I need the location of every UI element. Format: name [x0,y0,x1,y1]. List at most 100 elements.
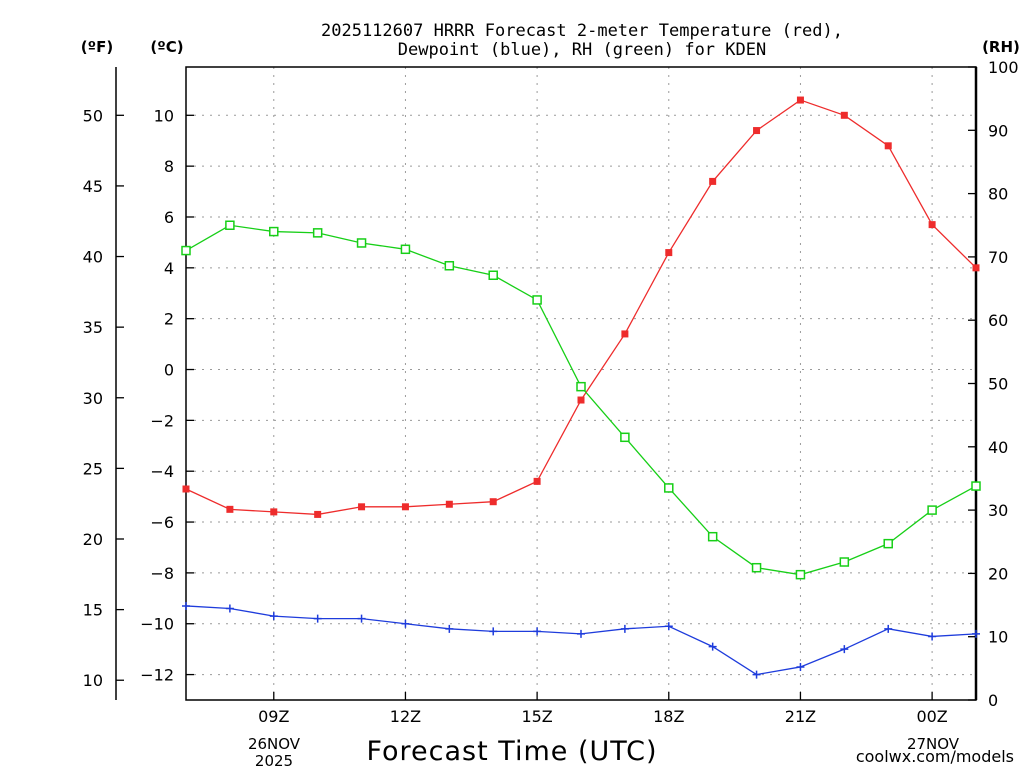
meter-temperature-point [709,177,717,185]
celsius-tick-label: 4 [164,259,174,278]
dewpoint-point [972,629,980,638]
fahrenheit-tick-label: 15 [83,601,103,620]
dewpoint-point [401,619,410,628]
rh-point [488,270,498,281]
meter-temperature-point [270,508,278,516]
rh-point [927,505,937,515]
meter-temperature-point [884,142,892,150]
meter-temperature-point [928,221,936,229]
x-tick-label: 09Z [258,707,289,726]
fahrenheit-tick-label: 10 [83,671,103,690]
x-tick-label: 15Z [521,707,552,726]
dewpoint-point [269,612,278,621]
celsius-tick-label: −4 [150,462,174,481]
x-tick-label: 00Z [916,707,947,726]
rh-point [269,226,279,237]
dewpoint-point [357,614,366,623]
rh-tick-label: 100 [988,58,1019,77]
rh-tick-label: 80 [988,185,1008,204]
meter-temperature-point [533,477,541,485]
dewpoint-point [884,624,893,633]
dewpoint-point [840,645,849,654]
meter-temperature-point [226,505,234,513]
dewpoint-point [533,627,542,636]
rh-tick-label: 60 [988,311,1008,330]
dewpoint-point [796,662,805,671]
celsius-tick-label: 8 [164,157,174,176]
rh-point [181,245,191,256]
rh-point [620,432,630,443]
rh-tick-label: 50 [988,375,1008,394]
gridlines [186,67,976,700]
celsius-tick-label: −12 [140,666,174,685]
date-end-day: 27NOV [907,735,960,753]
meter-temperature-line [185,99,977,516]
celsius-tick-label: 6 [164,208,174,227]
fahrenheit-tick-label: 35 [83,318,103,337]
meter-temperature-point [840,111,848,119]
meter-temperature-point [314,510,322,518]
celsius-tick-label: 10 [154,106,174,125]
date-start-year: 2025 [255,752,293,768]
meter-temperature-point [182,485,190,493]
meter-temperature-point [358,503,366,511]
watermark: coolwx.com/models [856,747,1014,766]
axes [115,66,978,701]
dewpoint-point [313,614,322,623]
dewpoint-point [620,624,629,633]
meter-temperature-point [445,500,453,508]
rh-tick-label: 30 [988,501,1008,520]
dewpoint-point [577,629,585,638]
rh-point [751,562,762,573]
celsius-tick-label: 2 [164,310,174,329]
rh-unit-label: (RH) [982,38,1020,56]
dewpoint-point [182,601,190,610]
rh-point [356,238,367,248]
meter-temperature-point [753,127,761,135]
celsius-unit-label: (ºC) [150,38,183,56]
dewpoint-point [708,642,717,651]
dewpoint-point [664,622,673,631]
rh-point [839,557,850,567]
celsius-tick-label: −2 [150,411,174,430]
meter-temperature-point [489,498,497,506]
fahrenheit-tick-label: 45 [83,177,103,196]
fahrenheit-unit-label: (ºF) [81,38,113,56]
rh-point [576,381,586,392]
dewpoint-point [752,670,761,679]
chart-title-line1: 2025112607 HRRR Forecast 2-meter Tempera… [321,21,843,41]
dewpoint-line [185,605,977,676]
rh-point [883,538,893,549]
rh-point [400,244,411,255]
x-tick-label: 18Z [653,707,684,726]
rh-point [795,569,806,580]
meter-temperature-point [401,503,409,511]
rh-point [707,531,718,542]
meter-temperature-point [796,96,804,104]
date-start-day: 26NOV [248,735,301,753]
data-series [181,96,981,679]
rh-point [225,220,235,230]
dewpoint-point [489,627,498,636]
fahrenheit-tick-label: 50 [83,106,103,125]
fahrenheit-tick-label: 30 [83,389,103,408]
rh-tick-label: 90 [988,121,1008,140]
dewpoint-point [445,624,454,633]
rh-point [312,228,323,238]
rh-point [971,481,981,491]
meter-temperature-point [577,396,585,404]
celsius-tick-label: −10 [140,615,174,634]
meter-temperature-point [621,330,629,338]
rh-tick-label: 20 [988,564,1008,583]
meter-temperature-point [972,264,980,272]
chart-title-line2: Dewpoint (blue), RH (green) for KDEN [398,40,766,60]
rh-point [664,483,674,493]
dewpoint-point [928,632,937,641]
dewpoint-point [225,604,234,613]
x-tick-label: 21Z [785,707,816,726]
fahrenheit-tick-label: 25 [83,459,103,478]
rh-point [444,261,455,271]
rh-point [532,295,542,305]
fahrenheit-tick-label: 20 [83,530,103,549]
